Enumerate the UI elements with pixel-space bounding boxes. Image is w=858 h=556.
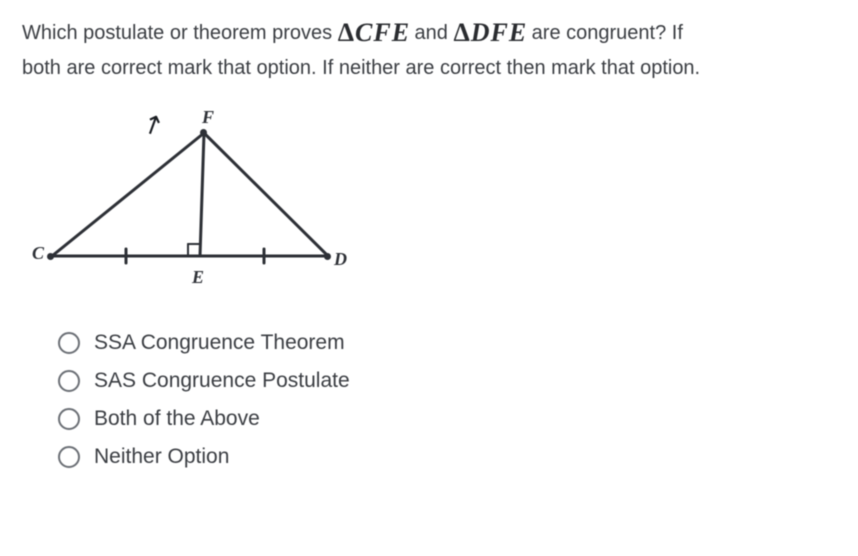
vertex-dot-d bbox=[324, 253, 331, 260]
option-label: Both of the Above bbox=[94, 407, 260, 431]
option-ssa[interactable]: SSA Congruence Theorem bbox=[58, 331, 836, 355]
radio-icon bbox=[58, 408, 80, 430]
triangle-figure: ↖ F C E D bbox=[32, 101, 372, 301]
question-part2: are congruent? If bbox=[532, 22, 683, 44]
option-label: Neither Option bbox=[94, 445, 229, 469]
option-sas[interactable]: SAS Congruence Postulate bbox=[58, 369, 836, 393]
vertex-dot-c bbox=[47, 253, 54, 260]
question-line-2: both are correct mark that option. If ne… bbox=[22, 54, 836, 83]
vertex-dot-f bbox=[200, 129, 207, 136]
option-both[interactable]: Both of the Above bbox=[58, 407, 836, 431]
triangle-cfe: ΔCFE bbox=[338, 18, 410, 47]
triangle-dfe: ΔDFE bbox=[453, 18, 527, 47]
option-label: SSA Congruence Theorem bbox=[94, 331, 345, 355]
question-part1: Which postulate or theorem proves bbox=[22, 22, 338, 44]
vertex-label-e: E bbox=[192, 267, 204, 288]
radio-icon bbox=[58, 446, 80, 468]
radio-icon bbox=[58, 370, 80, 392]
radio-icon bbox=[58, 332, 80, 354]
option-label: SAS Congruence Postulate bbox=[94, 369, 350, 393]
vertex-label-f: F bbox=[202, 107, 214, 128]
question-mid: and bbox=[415, 22, 454, 44]
question-line2-text: both are correct mark that option. If ne… bbox=[22, 57, 700, 79]
vertex-label-c: C bbox=[32, 243, 44, 264]
options-list: SSA Congruence Theorem SAS Congruence Po… bbox=[58, 331, 836, 469]
vertex-label-d: D bbox=[334, 249, 347, 270]
question-line-1: Which postulate or theorem proves ΔCFE a… bbox=[22, 18, 836, 48]
option-neither[interactable]: Neither Option bbox=[58, 445, 836, 469]
